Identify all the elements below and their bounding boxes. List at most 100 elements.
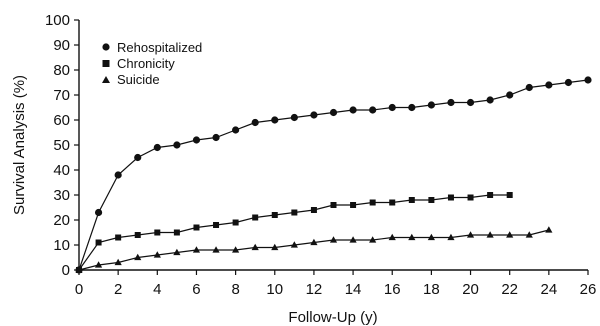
x-tick-label: 24: [541, 281, 558, 298]
data-point-rehospitalized: [564, 78, 573, 87]
data-point-chronicity: [291, 209, 298, 216]
data-point-chronicity: [115, 234, 122, 241]
data-point-suicide: [153, 251, 161, 258]
data-point-rehospitalized: [173, 141, 181, 149]
series-line-suicide: [78, 229, 549, 271]
y-tick-label: 40: [53, 162, 70, 179]
y-tick-label: 20: [53, 212, 70, 229]
data-point-rehospitalized: [369, 106, 377, 114]
y-tick-label: 100: [45, 12, 70, 29]
data-point-rehospitalized: [408, 103, 416, 112]
data-point-rehospitalized: [153, 143, 161, 152]
x-tick-label: 0: [75, 281, 83, 298]
data-point-suicide: [447, 233, 455, 241]
data-point-rehospitalized: [212, 133, 220, 142]
x-tick-label: 12: [306, 281, 323, 298]
data-point-chronicity: [369, 199, 376, 206]
data-point-suicide: [173, 248, 181, 256]
data-point-suicide: [192, 246, 201, 253]
legend-item-suicide: Suicide: [102, 72, 160, 87]
y-axis-ticks: 0 10 20 30 40 50 60 70 80 90 100: [45, 12, 79, 279]
data-point-chronicity: [193, 224, 200, 231]
data-point-rehospitalized: [94, 208, 103, 217]
data-point-chronicity: [487, 192, 494, 198]
x-axis-title: Follow-Up (y): [288, 309, 377, 326]
x-tick-label: 6: [192, 281, 200, 298]
x-tick-label: 16: [384, 281, 401, 298]
series-rehospitalized: [75, 76, 592, 274]
data-point-rehospitalized: [486, 96, 494, 104]
y-tick-label: 10: [53, 237, 70, 254]
data-point-suicide: [525, 231, 533, 238]
legend-item-rehospitalized: Rehospitalized: [102, 40, 202, 55]
data-point-suicide: [310, 238, 318, 246]
data-point-suicide: [349, 236, 357, 243]
x-tick-label: 18: [423, 281, 440, 298]
data-point-suicide: [506, 231, 514, 238]
series-suicide: [75, 226, 553, 273]
y-tick-label: 30: [53, 187, 70, 204]
data-point-chronicity: [408, 197, 415, 203]
data-point-chronicity: [154, 229, 161, 236]
data-point-rehospitalized: [114, 171, 122, 179]
data-point-chronicity: [467, 194, 474, 201]
data-point-rehospitalized: [251, 118, 259, 127]
legend-label-suicide: Suicide: [117, 72, 160, 87]
data-point-suicide: [290, 241, 298, 248]
data-point-rehospitalized: [525, 83, 533, 92]
data-point-chronicity: [134, 232, 141, 238]
data-point-suicide: [388, 233, 396, 241]
data-point-chronicity: [350, 202, 357, 208]
data-point-suicide: [466, 231, 475, 238]
data-point-chronicity: [330, 202, 337, 208]
data-point-suicide: [427, 233, 435, 241]
data-point-chronicity: [271, 212, 278, 218]
data-point-suicide: [251, 243, 259, 251]
legend-item-chronicity: Chronicity: [102, 56, 175, 71]
data-point-rehospitalized: [545, 81, 553, 89]
legend-label-rehospitalized: Rehospitalized: [117, 40, 202, 55]
data-point-chronicity: [173, 229, 180, 236]
data-point-rehospitalized: [192, 136, 201, 144]
y-axis-title: Survival Analysis (%): [11, 75, 28, 215]
data-point-rehospitalized: [310, 111, 318, 119]
data-point-suicide: [134, 253, 142, 261]
data-point-chronicity: [213, 222, 220, 228]
data-point-suicide: [75, 266, 83, 273]
data-point-chronicity: [428, 197, 435, 203]
data-point-rehospitalized: [466, 98, 475, 107]
y-tick-label: 0: [62, 262, 70, 279]
data-point-chronicity: [506, 192, 513, 198]
legend-marker-square: [102, 60, 110, 67]
y-tick-label: 60: [53, 112, 70, 129]
x-tick-label: 14: [345, 281, 362, 298]
y-tick-label: 90: [53, 37, 70, 54]
data-point-rehospitalized: [134, 153, 142, 162]
data-point-rehospitalized: [329, 108, 338, 117]
data-point-suicide: [545, 226, 553, 233]
data-point-suicide: [329, 236, 338, 243]
data-point-rehospitalized: [506, 91, 514, 99]
data-point-chronicity: [389, 199, 396, 206]
data-point-rehospitalized: [427, 101, 435, 109]
data-point-rehospitalized: [349, 106, 357, 114]
x-tick-label: 4: [153, 281, 161, 298]
data-point-rehospitalized: [447, 98, 455, 107]
series-line-chronicity: [78, 194, 510, 271]
data-point-rehospitalized: [271, 116, 279, 124]
legend-marker-circle: [102, 43, 110, 51]
data-point-suicide: [271, 243, 279, 251]
x-tick-label: 2: [114, 281, 122, 298]
data-point-rehospitalized: [388, 103, 396, 112]
y-tick-label: 50: [53, 137, 70, 154]
data-point-suicide: [94, 261, 103, 268]
data-point-suicide: [369, 236, 377, 243]
x-tick-label: 20: [462, 281, 479, 298]
series-layer: [75, 76, 592, 274]
x-axis-ticks: 0 2 4 6 8 10 12 14 16 18 20 22 24 26: [75, 270, 596, 298]
data-point-chronicity: [447, 194, 454, 201]
data-point-suicide: [212, 246, 220, 253]
data-point-rehospitalized: [232, 126, 240, 134]
y-tick-label: 70: [53, 87, 70, 104]
y-tick-label: 80: [53, 62, 70, 79]
